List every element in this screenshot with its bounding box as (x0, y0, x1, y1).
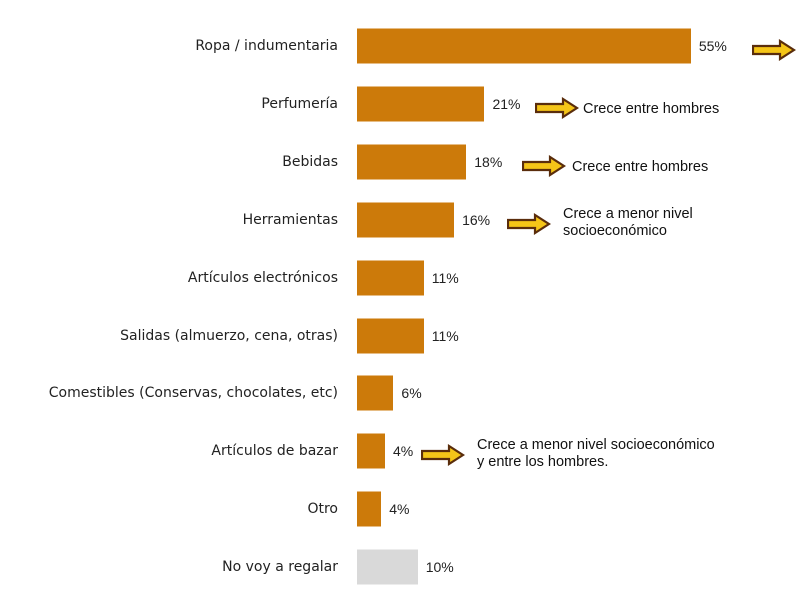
category-label: Bebidas (282, 153, 338, 170)
arrow-right-icon (507, 212, 551, 235)
annotation-line: y entre los hombres. (477, 454, 609, 471)
category-label: Ropa / indumentaria (195, 38, 338, 54)
category-label: Comestibles (Conservas, chocolates, etc) (48, 385, 338, 402)
annotation-note: Crece entre hombres (572, 158, 709, 175)
bar (357, 318, 424, 353)
value-label: 11% (431, 327, 459, 344)
category-label: Artículos electrónicos (187, 269, 338, 286)
bar (357, 260, 424, 296)
value-label: 16% (462, 211, 491, 228)
value-label: 4% (389, 501, 410, 518)
annotation-note: Crece a menor nivel socioeconómico y entr… (477, 437, 715, 471)
annotation-line: Crece a menor nivel socioeconómico (477, 437, 715, 454)
bar (357, 491, 382, 527)
annotation-line: socioeconómico (563, 222, 667, 239)
bar (357, 144, 467, 180)
value-label: 21% (492, 95, 521, 112)
category-label: Artículos de bazar (211, 443, 338, 460)
annotation-note: Crece entre hombres (583, 100, 720, 117)
bar (357, 375, 394, 411)
category-label: Herramientas (242, 211, 338, 228)
value-label: 4% (393, 443, 414, 460)
annotation-line: Crece a menor nivel (563, 205, 693, 222)
value-label: 55% (698, 38, 727, 54)
bar (357, 433, 385, 469)
value-label: 18% (474, 153, 503, 170)
bar (357, 549, 418, 585)
bar (357, 86, 485, 122)
value-label: 10% (425, 559, 454, 576)
bar (357, 202, 455, 238)
arrow-right-icon (535, 96, 579, 119)
category-label: Salidas (almuerzo, cena, otras) (120, 327, 338, 344)
annotation-note: Crece a menor nivel socioeconómico (563, 206, 693, 240)
bar (357, 28, 691, 64)
arrow-right-icon (522, 154, 566, 177)
arrow-right-icon (752, 39, 796, 61)
arrow-right-icon (421, 444, 465, 467)
category-label: Otro (307, 501, 338, 518)
category-label: No voy a regalar (222, 559, 338, 576)
category-label: Perfumería (261, 95, 338, 112)
value-label: 6% (401, 385, 422, 402)
value-label: 11% (431, 269, 459, 286)
